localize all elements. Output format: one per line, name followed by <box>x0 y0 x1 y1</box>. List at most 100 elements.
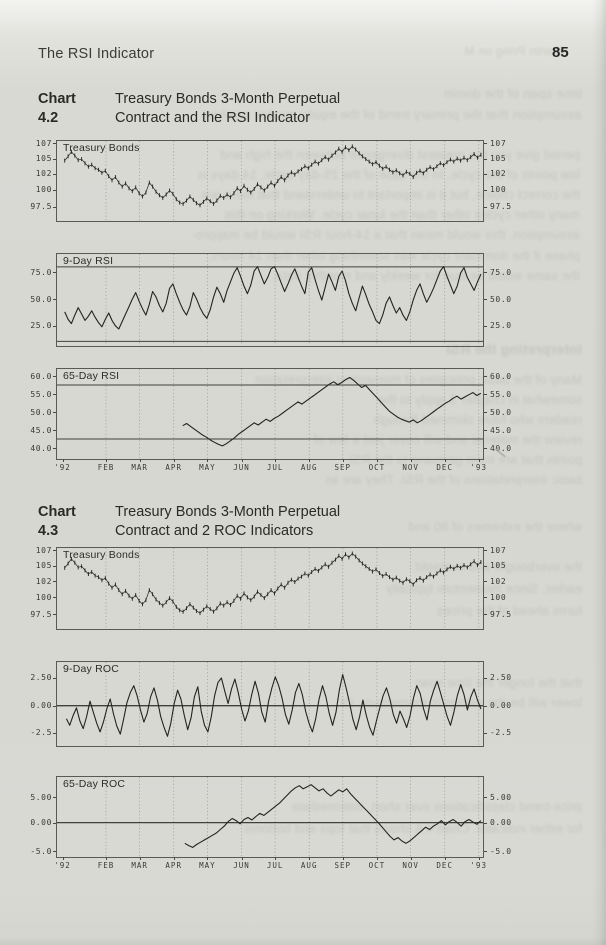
x-tick-mark <box>309 857 311 860</box>
x-tick-mark <box>410 459 412 462</box>
y-tick-mark <box>484 705 487 707</box>
x-tick-label: JUL <box>266 463 284 472</box>
y-tick-label: 50.0 <box>490 294 512 304</box>
x-tick-mark <box>444 459 446 462</box>
x-tick-mark <box>275 857 277 860</box>
caption-line: Treasury Bonds 3-Month Perpetual <box>115 504 341 520</box>
y-tick-label: 40.0 <box>490 443 512 453</box>
y-tick-label: -2.5 <box>490 728 512 738</box>
y-tick-label: 97.5 <box>490 609 512 619</box>
x-tick-mark <box>342 459 344 462</box>
panel-plot-roc9 <box>57 662 483 746</box>
chart-4-3-caption-text: Treasury Bonds 3-Month Perpetual Contrac… <box>115 503 445 540</box>
page-number: 85 <box>552 44 569 61</box>
price-line <box>64 553 482 614</box>
y-tick-label: 25.0 <box>490 321 512 331</box>
y-tick-mark <box>484 448 487 449</box>
y-tick-mark <box>53 733 56 734</box>
y-tick-label: 107 <box>490 138 507 148</box>
y-tick-mark <box>53 581 56 583</box>
x-tick-mark <box>342 857 344 860</box>
y-tick-label: 100 <box>490 185 507 195</box>
x-tick-mark <box>376 459 378 462</box>
panel-tb2: Treasury Bonds 107 107 105 105 102 102 100 100 97… <box>30 546 511 630</box>
x-tick-label: FEB <box>97 861 115 870</box>
y-tick-label: 60.0 <box>30 371 52 381</box>
x-tick-label: AUG <box>300 861 318 870</box>
y-tick-label: 50.0 <box>490 407 512 417</box>
y-tick-label: -2.5 <box>30 728 52 738</box>
x-tick-mark <box>139 857 141 860</box>
y-tick-mark <box>484 597 487 599</box>
y-tick-mark <box>484 822 487 824</box>
y-tick-mark <box>484 430 487 431</box>
y-tick-mark <box>53 412 56 413</box>
bleedthrough-text: basic interpretations of the RSI. They a… <box>324 473 582 487</box>
y-tick-label: 107 <box>35 138 52 148</box>
page-edge-shadow <box>592 0 606 945</box>
y-tick-label: 0.00 <box>30 701 52 711</box>
y-tick-mark <box>53 394 56 395</box>
y-tick-mark <box>53 158 56 160</box>
x-tick-label: APR <box>165 861 182 870</box>
x-tick-label: SEP <box>334 463 352 472</box>
y-tick-mark <box>484 158 487 160</box>
panel-label-tb1: Treasury Bonds <box>63 142 140 154</box>
price-bars <box>64 551 482 616</box>
y-tick-label: 0.00 <box>490 701 512 711</box>
x-tick-label: DEC <box>436 463 453 472</box>
panel-plot-rsi65 <box>57 369 483 459</box>
x-axis-rsi65: '92 FEB MAR APR MAY JUN JUL AUG SEP OCT NOV DEC '93 <box>54 459 486 473</box>
x-tick-label: '92 <box>54 463 71 472</box>
y-tick-mark <box>484 325 487 327</box>
y-tick-mark <box>53 448 56 449</box>
y-tick-mark <box>53 299 56 301</box>
x-tick-label: DEC <box>436 861 453 870</box>
x-tick-label: MAY <box>199 861 216 870</box>
y-tick-mark <box>53 143 56 145</box>
price-line <box>64 145 482 206</box>
chart-4-2-caption-text: Treasury Bonds 3-Month Perpetual Contrac… <box>115 90 445 127</box>
y-tick-label: 2.50 <box>490 673 512 683</box>
y-tick-mark <box>53 272 56 273</box>
y-tick-label: 2.50 <box>30 673 52 683</box>
y-tick-mark <box>484 206 487 208</box>
y-tick-label: 102 <box>490 169 507 179</box>
y-tick-label: 102 <box>35 169 52 179</box>
panel-label-rsi65: 65-Day RSI <box>63 370 120 382</box>
y-tick-mark <box>484 412 487 413</box>
panel-plot-tb1 <box>64 141 482 221</box>
x-tick-mark <box>139 459 141 462</box>
x-tick-label: NOV <box>402 861 419 870</box>
y-tick-mark <box>484 678 487 679</box>
y-tick-mark <box>484 851 487 853</box>
running-head: The RSI Indicator <box>38 46 155 62</box>
y-tick-mark <box>53 797 56 798</box>
x-tick-label: SEP <box>334 861 352 870</box>
x-tick-mark <box>410 857 412 860</box>
y-tick-label: 55.0 <box>490 389 512 399</box>
y-tick-label: 102 <box>35 576 52 586</box>
x-tick-label: FEB <box>97 463 115 472</box>
x-tick-mark <box>207 857 209 860</box>
y-tick-mark <box>53 705 56 707</box>
y-tick-mark <box>53 173 56 175</box>
bleedthrough-text: Martin Pring on M <box>464 44 564 58</box>
y-tick-mark <box>484 581 487 583</box>
x-tick-mark <box>478 459 480 462</box>
panel-rsi9: 9-Day RSI 75.0 75.0 50.0 50.0 25.0 25.0 <box>30 253 511 347</box>
chart-4-3-caption-label: Chart 4.3 <box>38 504 76 539</box>
panel-plot-tb2 <box>64 548 482 629</box>
y-tick-label: 75.0 <box>30 267 52 277</box>
x-tick-mark <box>106 857 107 860</box>
y-tick-label: 97.5 <box>30 609 52 619</box>
y-tick-label: 0.00 <box>30 818 52 828</box>
x-tick-mark <box>173 459 175 462</box>
x-tick-mark <box>376 857 378 860</box>
y-tick-mark <box>53 325 56 327</box>
y-tick-mark <box>484 614 487 616</box>
caption-line: Contract and the RSI Indicator <box>115 109 311 126</box>
y-tick-label: 5.00 <box>30 792 52 802</box>
y-tick-label: 60.0 <box>490 371 512 381</box>
y-tick-label: 50.0 <box>30 407 52 417</box>
